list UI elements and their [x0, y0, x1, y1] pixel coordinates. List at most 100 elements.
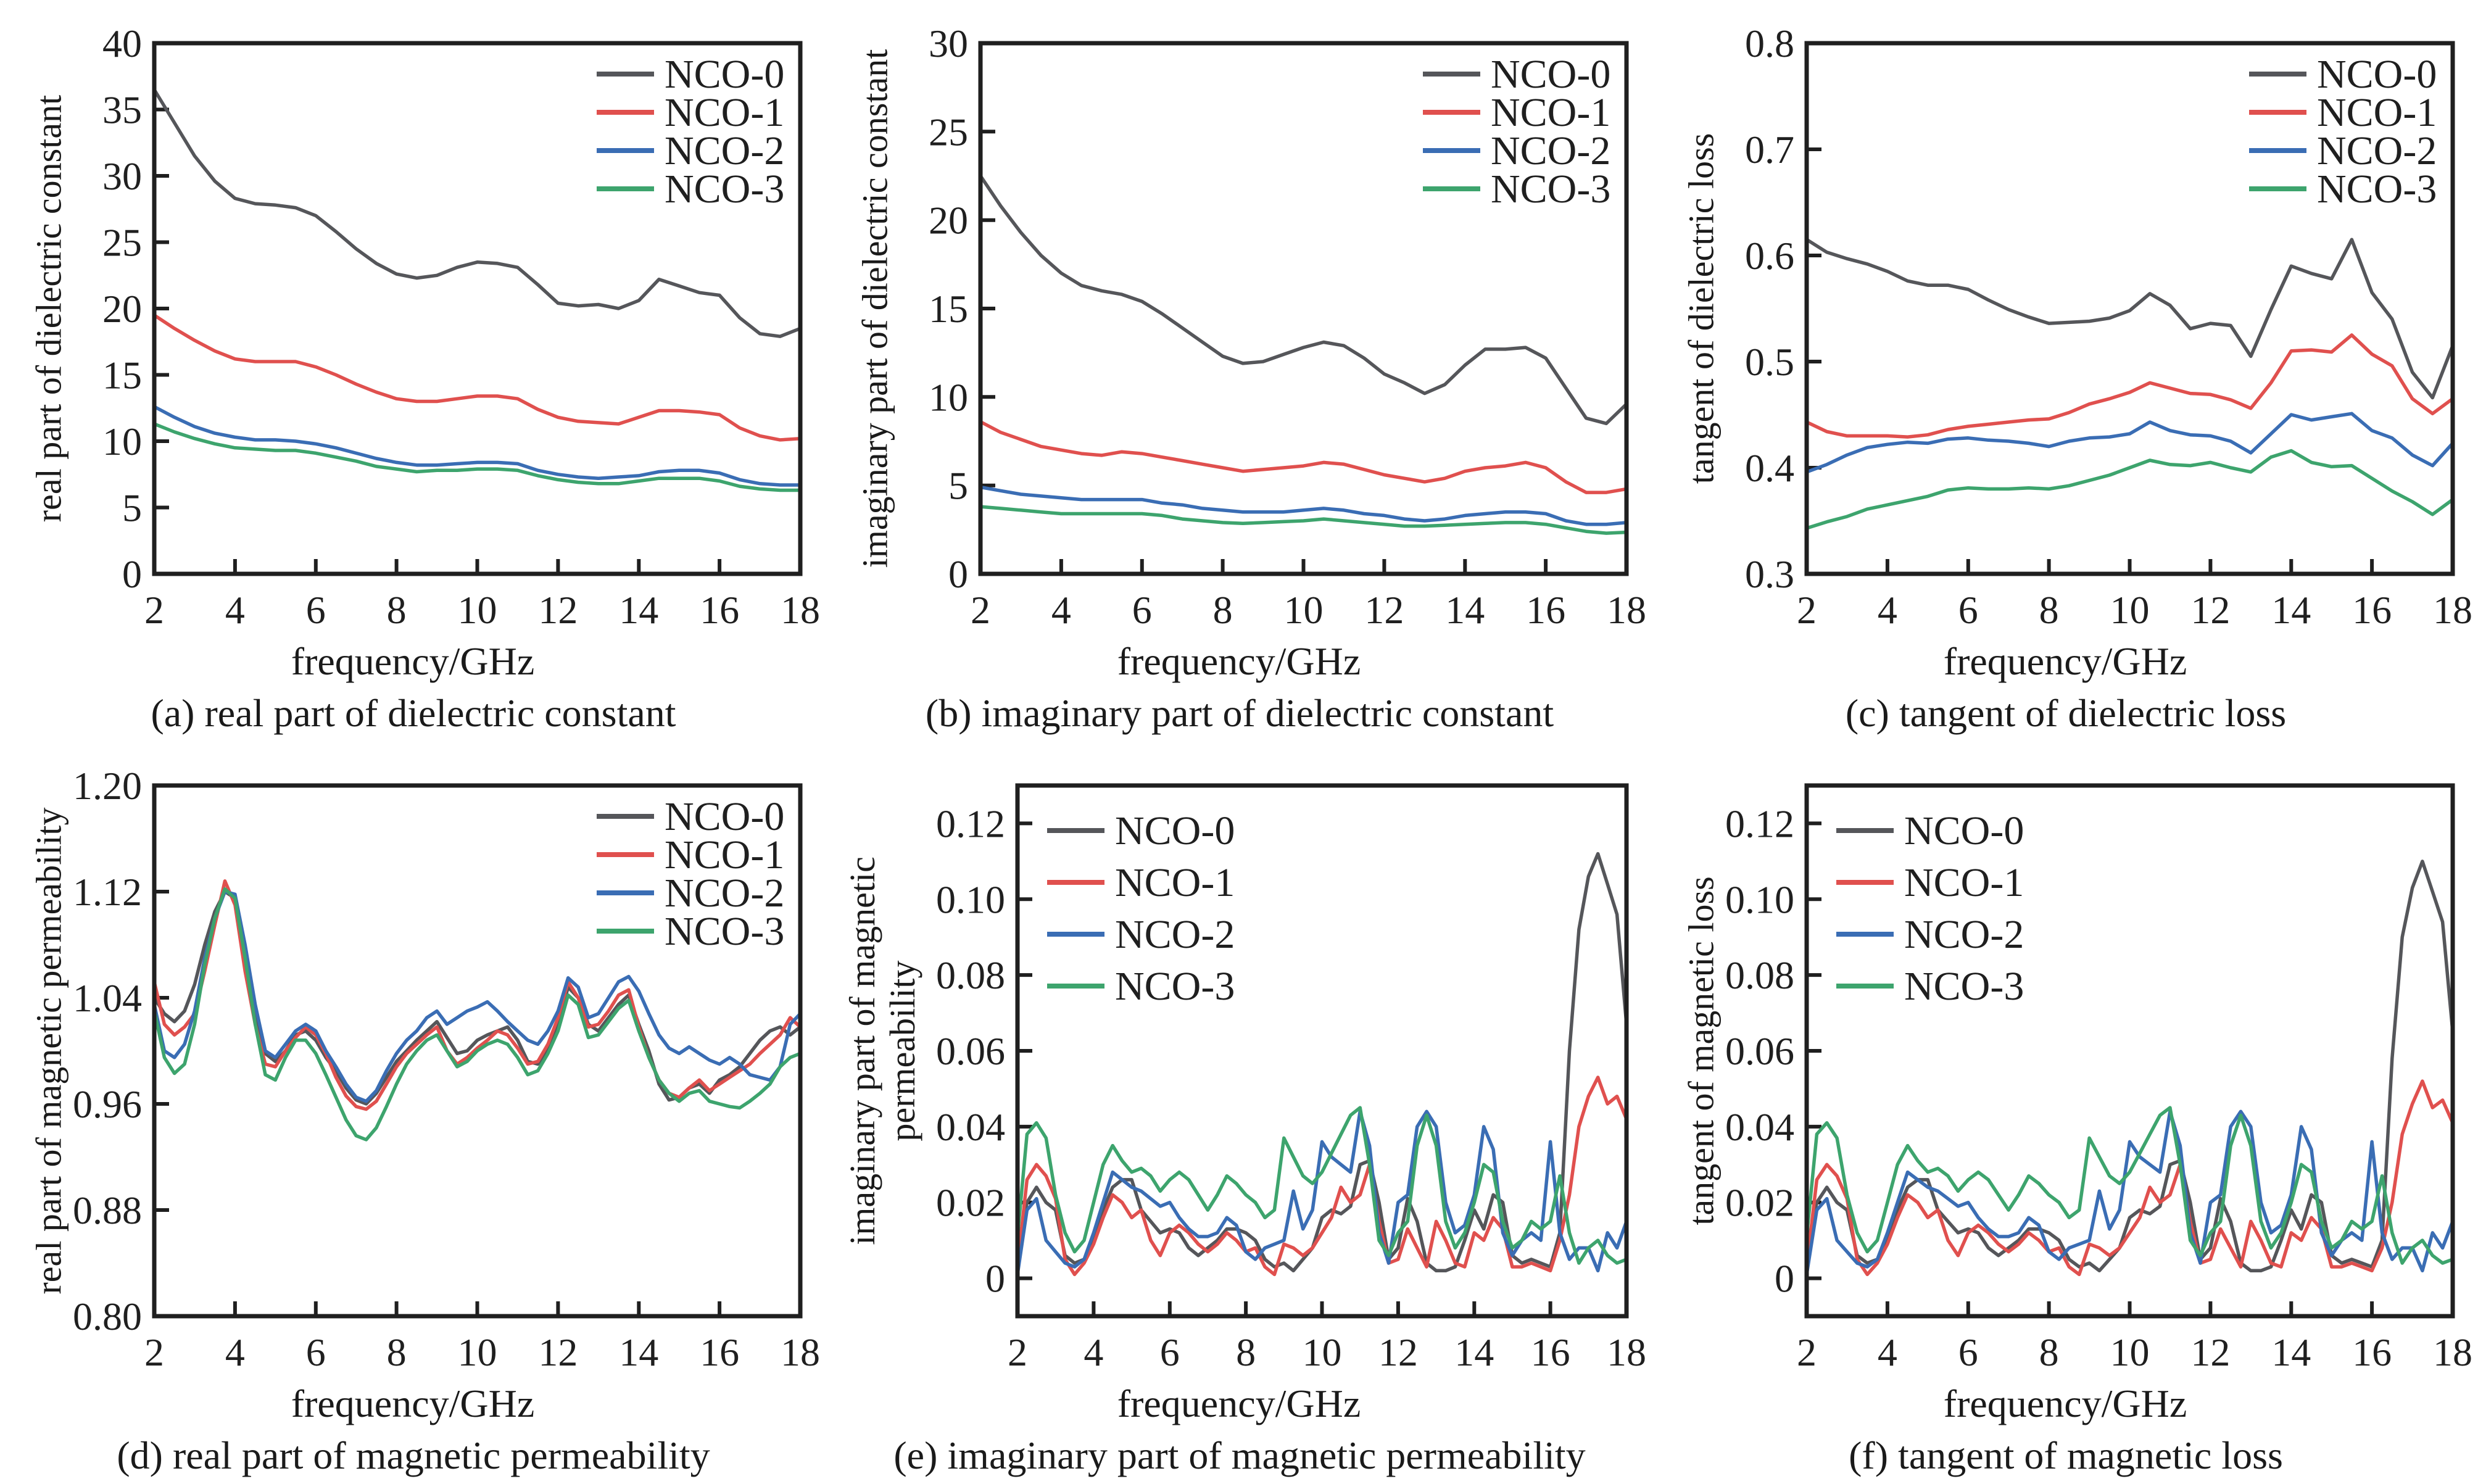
series-line-NCO-3	[1016, 1106, 1628, 1265]
panel-c: 2 4 6 8 10 12 14 16 18 0.3 0.4 0.5 0.6 0.7 0.8 NCO-0 NCO…	[1652, 0, 2478, 742]
plot-box	[152, 41, 803, 576]
y-tick-label: 20	[102, 287, 142, 331]
x-tick-label: 4	[1051, 588, 1071, 632]
y-axis-label: tangent of dielectric loss	[1681, 133, 1722, 484]
y-tick-label: 0.06	[936, 1029, 1005, 1073]
y-tick-label: 1.04	[73, 976, 142, 1020]
legend-label-NCO-1: NCO-1	[2317, 90, 2437, 135]
x-tick-label: 8	[2039, 1330, 2059, 1374]
x-tick-label: 4	[1878, 1330, 1897, 1374]
series-line-NCO-1	[1016, 1076, 1628, 1277]
series-line-NCO-0	[1016, 852, 1628, 1273]
y-tick-label: 0.4	[1745, 446, 1794, 490]
y-axis-label: real part of dielectric constant	[28, 94, 69, 523]
x-tick-label: 8	[387, 1330, 407, 1374]
panel-caption: (d) real part of magnetic permeability	[117, 1433, 710, 1477]
x-tick-label: 4	[225, 1330, 245, 1374]
panel-f: 2 4 6 8 10 12 14 16 18 0 0.02 0.04 0.06 0.08 0.10 0.12 N…	[1652, 742, 2478, 1484]
x-tick-label: 4	[1878, 588, 1897, 632]
y-tick-label: 35	[102, 88, 142, 132]
series-line-NCO-2	[1016, 1109, 1628, 1277]
x-tick-label: 8	[387, 588, 407, 632]
x-tick-label: 18	[1607, 1330, 1646, 1374]
legend-label-NCO-3: NCO-3	[1115, 964, 1235, 1009]
y-tick-label: 0.10	[1725, 877, 1794, 921]
x-tick-label: 16	[1531, 1330, 1570, 1374]
x-tick-label: 10	[2110, 1330, 2150, 1374]
panel-caption: (e) imaginary part of magnetic permeabil…	[893, 1433, 1586, 1477]
x-tick-label: 10	[458, 588, 497, 632]
legend-label-NCO-3: NCO-3	[1904, 964, 2024, 1009]
plot-area-a: 2 4 6 8 10 12 14 16 18 0 5 10 15 20 25 30 35 40 NCO-0NCO-1…	[102, 22, 820, 632]
y-tick-label: 0.88	[73, 1188, 142, 1232]
legend-label-NCO-0: NCO-0	[1904, 808, 2024, 853]
series-line-NCO-0	[1805, 238, 2455, 400]
y-tick-label: 5	[948, 464, 968, 508]
x-tick-label: 12	[1378, 1330, 1418, 1374]
y-tick-label: 1.12	[73, 870, 142, 914]
y-tick-label: 30	[102, 154, 142, 198]
y-tick-label: 0.5	[1745, 340, 1794, 384]
x-axis-label: frequency/GHz	[291, 1382, 535, 1425]
panel-d: 2 4 6 8 10 12 14 16 18 0.80 0.88 0.96 1.04 1.12 1.20 NC…	[0, 742, 826, 1484]
plot-area-c: 2 4 6 8 10 12 14 16 180.30.40.50.60.70.8NCO-0NCO…	[1745, 22, 2472, 632]
legend-label-NCO-3: NCO-3	[665, 167, 784, 212]
series-line-NCO-2	[1805, 1109, 2455, 1277]
series-line-NCO-1	[1805, 1079, 2455, 1277]
x-tick-label: 6	[1160, 1330, 1180, 1374]
y-axis-label: tangent of magnetic loss	[1681, 876, 1722, 1225]
legend-label-NCO-3: NCO-3	[2317, 167, 2437, 212]
x-tick-label: 14	[1454, 1330, 1494, 1374]
plot-box	[1804, 41, 2455, 576]
x-tick-label: 10	[1303, 1330, 1342, 1374]
y-tick-label: 0.04	[1725, 1105, 1794, 1149]
y-tick-label: 0.12	[1725, 802, 1794, 845]
x-tick-label: 2	[144, 1330, 164, 1374]
plot-box	[152, 783, 803, 1319]
x-tick-label: 8	[1236, 1330, 1256, 1374]
x-tick-label: 12	[1364, 588, 1404, 632]
x-tick-label: 12	[2190, 588, 2230, 632]
x-tick-label: 8	[1213, 588, 1233, 632]
y-tick-label: 5	[122, 486, 142, 530]
x-tick-label: 2	[1797, 588, 1817, 632]
panel-e: 2 4 6 8 10 12 14 16 18 0 0.02 0.04 0.06 0.08 0.10 0.12 N…	[826, 742, 1652, 1484]
series-line-NCO-0	[152, 88, 802, 338]
x-tick-label: 16	[2352, 1330, 2392, 1374]
x-tick-label: 6	[1132, 588, 1152, 632]
y-tick-label: 0	[1775, 1257, 1794, 1301]
x-tick-label: 16	[1526, 588, 1565, 632]
y-tick-label: 0.08	[1725, 953, 1794, 997]
panel-caption: (a) real part of dielectric constant	[151, 691, 676, 735]
series-line-NCO-2	[1805, 412, 2455, 474]
legend-label-NCO-1: NCO-1	[1904, 860, 2024, 905]
plot-area-b: 2 4 6 8 10 12 14 16 18051015202530NCO-0NCO-1NCO-…	[929, 22, 1646, 632]
x-tick-label: 16	[2352, 588, 2392, 632]
y-tick-label: 0.10	[936, 877, 1005, 921]
y-tick-label: 25	[929, 110, 968, 154]
y-tick-label: 0.8	[1745, 22, 1794, 65]
x-tick-label: 16	[700, 588, 739, 632]
series-line-NCO-0	[979, 174, 1628, 426]
series-line-NCO-1	[1805, 333, 2455, 439]
y-tick-label: 0.6	[1745, 234, 1794, 278]
x-axis-label: frequency/GHz	[1943, 1382, 2187, 1425]
series-line-NCO-0	[1805, 860, 2455, 1273]
y-axis-label: imaginary part of magnetic permeability	[842, 856, 922, 1245]
plot-box	[978, 41, 1629, 576]
y-tick-label: 20	[929, 199, 968, 242]
y-axis-label: imaginary part of dielectric constant	[855, 49, 895, 568]
panel-caption: (f) tangent of magnetic loss	[1849, 1433, 2283, 1477]
x-tick-label: 18	[781, 588, 820, 632]
y-tick-label: 0.06	[1725, 1029, 1794, 1073]
x-tick-label: 18	[2433, 588, 2472, 632]
y-tick-label: 0.04	[936, 1105, 1005, 1149]
y-tick-label: 15	[929, 287, 968, 331]
x-tick-label: 10	[1284, 588, 1324, 632]
x-tick-label: 14	[2271, 588, 2311, 632]
x-axis-label: frequency/GHz	[1117, 1382, 1361, 1425]
series-line-NCO-1	[979, 420, 1628, 494]
legend-label-NCO-0: NCO-0	[1491, 52, 1610, 97]
legend-label-NCO-2: NCO-2	[665, 128, 784, 173]
legend-label-NCO-2: NCO-2	[1115, 912, 1235, 957]
